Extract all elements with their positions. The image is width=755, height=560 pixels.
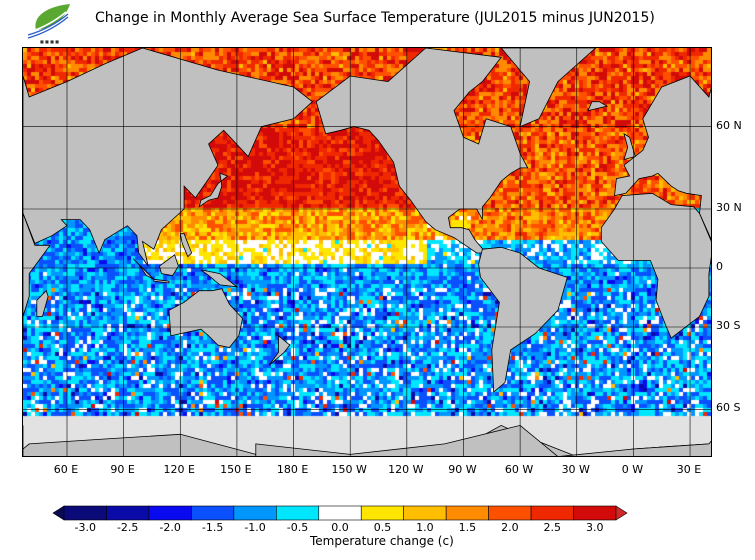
colorbar-tick-label: -0.5 (286, 521, 309, 534)
colorbar-swatch (573, 505, 617, 521)
colorbar-swatch (106, 505, 150, 521)
longitude-label: 60 E (53, 463, 79, 476)
latitude-label: 60 N (716, 118, 742, 132)
landmass-japan (198, 172, 229, 208)
landmass-madagascar (36, 289, 49, 317)
colorbar-under-arrow (52, 505, 65, 521)
longitude-label: 180 E (276, 463, 309, 476)
longitude-label: 120 W (388, 463, 424, 476)
map-overlay (23, 48, 711, 456)
colorbar-tick-label: 2.5 (543, 521, 562, 534)
landmass-eurasia (23, 48, 314, 267)
landmass-borneo (159, 254, 179, 276)
latitude-label: 60 S (716, 401, 741, 415)
longitude-label: 30 W (561, 463, 590, 476)
landmass-new-guinea (200, 269, 239, 288)
colorbar-tick-label: -1.5 (201, 521, 224, 534)
landmass-africa (23, 193, 51, 339)
chart-title: Change in Monthly Average Sea Surface Te… (95, 10, 655, 26)
colorbar-title: Temperature change (c) (310, 534, 454, 548)
colorbar-tick-label: 0.0 (331, 521, 349, 534)
colorbar-tick-label: 3.0 (586, 521, 604, 534)
colorbar-tick-label: -2.0 (159, 521, 181, 534)
colorbar-tick-label: 1.0 (416, 521, 434, 534)
landmass-java (153, 278, 170, 284)
landmass-sumatra (132, 258, 155, 280)
colorbar-tick-label: 2.0 (501, 521, 519, 534)
hko-logo: ■ ■ ■ ■ (27, 4, 70, 44)
landmass-antarctica (255, 424, 711, 456)
colorbar-swatch (191, 505, 235, 521)
colorbar-tick-label: 1.5 (458, 521, 477, 534)
colorbar-tick-label: -1.0 (244, 521, 266, 534)
colorbar-swatch (445, 505, 489, 521)
colorbar (52, 505, 628, 521)
landmass-south-america (478, 246, 568, 393)
landmass-africa (600, 192, 711, 339)
colorbar-swatch (530, 505, 574, 521)
latitude-label: 0 (716, 260, 723, 273)
colorbar-swatch (488, 505, 532, 521)
colorbar-swatch (403, 505, 447, 521)
latitude-label: 30 N (716, 201, 742, 214)
landmass-new-zealand (268, 334, 291, 366)
longitude-label: 90 W (448, 463, 477, 476)
colorbar-tick-label: -3.0 (74, 521, 96, 534)
colorbar-tick-label: -2.5 (116, 521, 139, 534)
colorbar-swatch (318, 505, 362, 521)
longitude-label: 150 E (220, 463, 252, 476)
latitude-label: 30 S (716, 318, 741, 332)
colorbar-over-arrow (615, 505, 628, 521)
longitude-label: 90 E (110, 463, 135, 476)
colorbar-swatch (233, 505, 277, 521)
colorbar-tick-label: 0.5 (373, 521, 392, 534)
longitude-label: 120 E (163, 463, 195, 476)
colorbar-swatch (360, 505, 404, 521)
sst-map (22, 47, 712, 457)
landmass-philippines (179, 233, 193, 258)
longitude-label: 30 E (676, 463, 702, 476)
colorbar-swatch (148, 505, 192, 521)
longitude-label: 60 W (504, 463, 534, 476)
landmass-north-america (315, 48, 529, 254)
colorbar-swatch (63, 505, 107, 521)
colorbar-swatch (276, 505, 320, 521)
svg-text:■ ■ ■ ■: ■ ■ ■ ■ (40, 39, 59, 44)
longitude-label: 0 W (621, 463, 644, 476)
landmass-greenland (500, 48, 597, 128)
landmass-iceland (587, 101, 609, 112)
longitude-label: 150 W (331, 463, 367, 476)
